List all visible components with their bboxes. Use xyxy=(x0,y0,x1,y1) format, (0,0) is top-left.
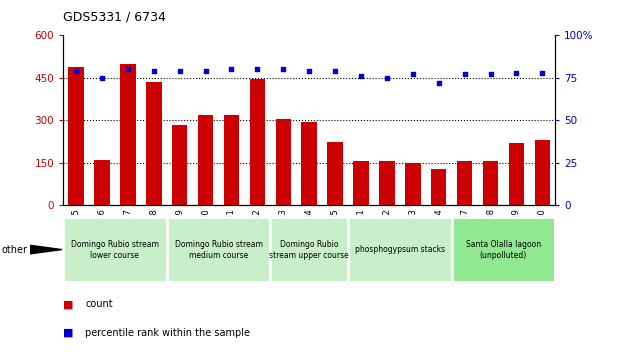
Point xyxy=(382,75,392,81)
Text: ■: ■ xyxy=(63,299,74,309)
Point xyxy=(149,68,159,74)
Point xyxy=(252,67,262,72)
Point xyxy=(537,70,547,76)
Point xyxy=(227,67,237,72)
Text: phosphogypsum stacks: phosphogypsum stacks xyxy=(355,245,445,254)
Bar xyxy=(224,115,239,205)
Bar xyxy=(327,142,343,205)
Bar xyxy=(534,140,550,205)
Polygon shape xyxy=(30,245,62,254)
Bar xyxy=(120,64,136,205)
Point xyxy=(433,80,444,86)
Bar xyxy=(353,161,369,205)
Text: Domingo Rubio stream
lower course: Domingo Rubio stream lower course xyxy=(71,240,159,259)
Bar xyxy=(68,67,84,205)
Point xyxy=(175,68,185,74)
Point xyxy=(356,73,366,79)
Point xyxy=(123,67,133,72)
Bar xyxy=(483,161,498,205)
Text: Santa Olalla lagoon
(unpolluted): Santa Olalla lagoon (unpolluted) xyxy=(466,240,541,259)
Text: percentile rank within the sample: percentile rank within the sample xyxy=(85,328,250,338)
Bar xyxy=(276,119,291,205)
Bar xyxy=(302,122,317,205)
Bar xyxy=(405,163,421,205)
Text: ■: ■ xyxy=(63,328,74,338)
Point xyxy=(278,67,288,72)
Point xyxy=(511,70,521,76)
Text: other: other xyxy=(1,245,27,255)
Bar xyxy=(379,161,394,205)
Point xyxy=(408,72,418,77)
Bar xyxy=(250,79,265,205)
Bar xyxy=(167,217,270,282)
Text: count: count xyxy=(85,299,113,309)
Point xyxy=(304,68,314,74)
Bar xyxy=(457,161,473,205)
Bar xyxy=(270,217,348,282)
Bar xyxy=(431,169,447,205)
Text: Domingo Rubio stream
medium course: Domingo Rubio stream medium course xyxy=(175,240,262,259)
Bar xyxy=(509,143,524,205)
Bar xyxy=(172,125,187,205)
Point xyxy=(459,72,469,77)
Bar xyxy=(452,217,555,282)
Point xyxy=(71,68,81,74)
Point xyxy=(330,68,340,74)
Bar xyxy=(63,217,167,282)
Point xyxy=(97,75,107,81)
Bar xyxy=(348,217,452,282)
Bar xyxy=(94,160,110,205)
Bar xyxy=(146,82,162,205)
Text: GDS5331 / 6734: GDS5331 / 6734 xyxy=(63,11,166,24)
Bar xyxy=(198,115,213,205)
Point xyxy=(201,68,211,74)
Text: Domingo Rubio
stream upper course: Domingo Rubio stream upper course xyxy=(269,240,349,259)
Point xyxy=(485,72,495,77)
